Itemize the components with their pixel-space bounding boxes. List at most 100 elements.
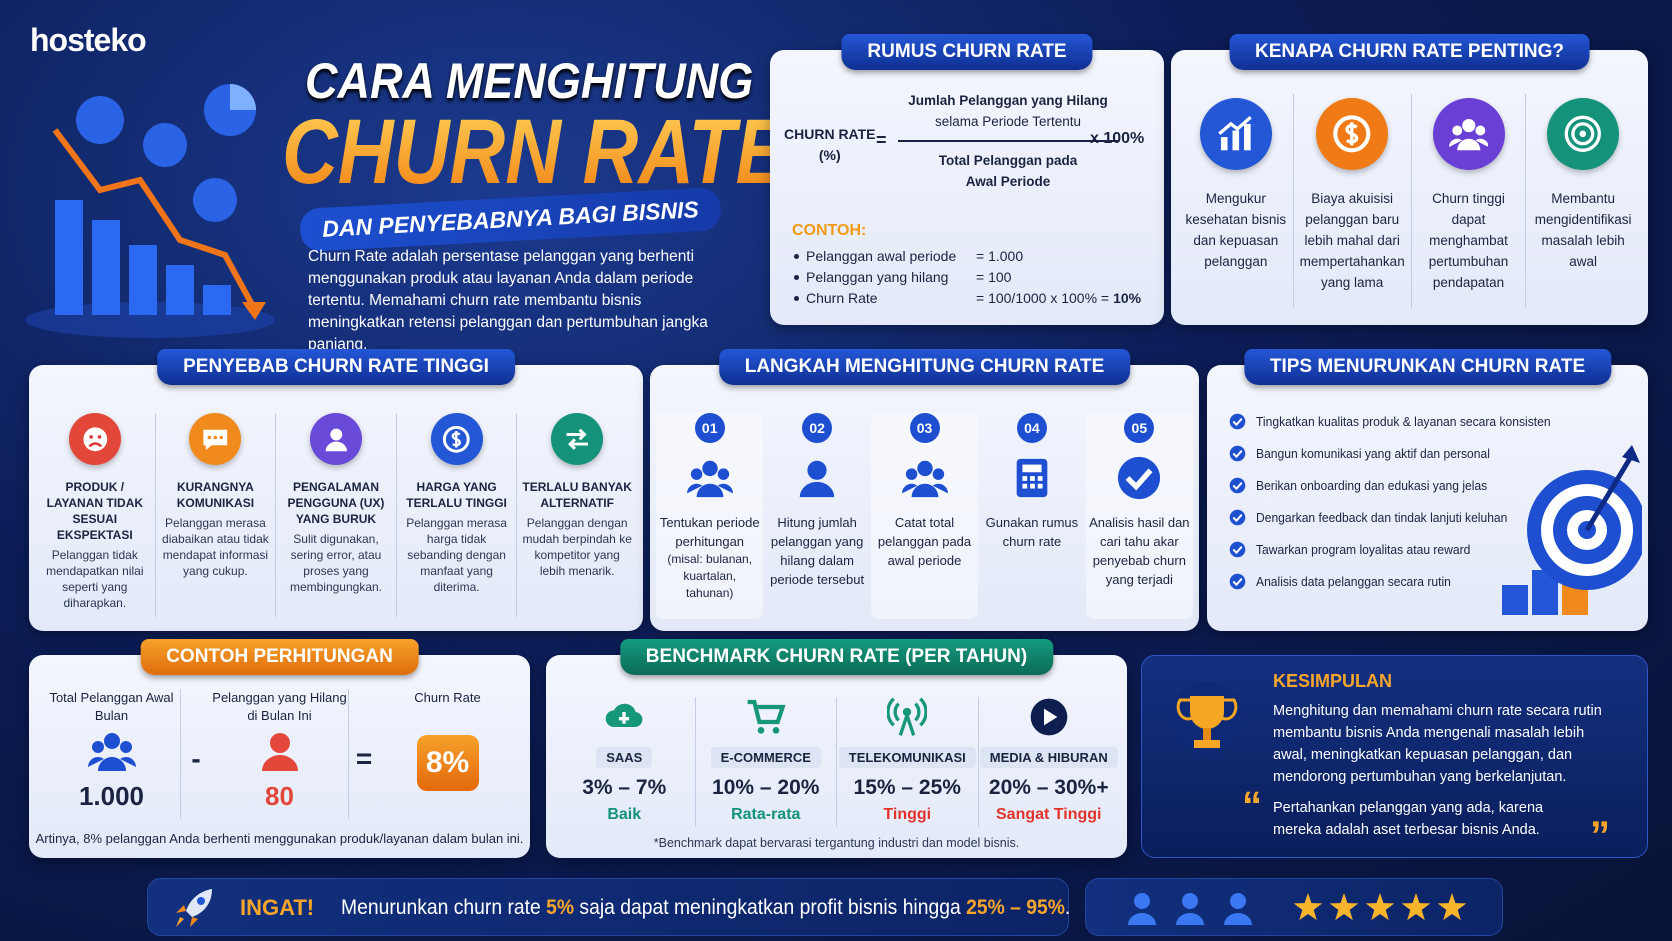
why-card: KENAPA CHURN RATE PENTING? Mengukur kese… bbox=[1171, 34, 1648, 325]
calc-column: Churn Rate 8% bbox=[379, 689, 516, 819]
icon bbox=[68, 413, 121, 465]
section-heading: KENAPA CHURN RATE PENTING? bbox=[1229, 34, 1590, 70]
bullet-dot bbox=[794, 254, 799, 259]
section-heading: BENCHMARK CHURN RATE (PER TAHUN) bbox=[619, 639, 1054, 675]
icon-glyph bbox=[1333, 115, 1371, 153]
check-icon bbox=[1229, 413, 1246, 429]
conclusion-quote: Pertahankan pelanggan yang ada, karena m… bbox=[1273, 800, 1544, 838]
rating-icons bbox=[1128, 893, 1467, 925]
icon bbox=[430, 413, 483, 465]
check-icon bbox=[1229, 573, 1246, 589]
example-card: CONTOH PERHITUNGAN Total Pelanggan Awal … bbox=[29, 639, 530, 858]
causes-card: PENYEBAB CHURN RATE TINGGI PRODUK / LAYA… bbox=[29, 349, 643, 631]
benchmark-item: SAAS 3% – 7% Baik bbox=[554, 697, 695, 827]
step-icon bbox=[794, 455, 840, 503]
reminder-part: . bbox=[1064, 896, 1071, 919]
benchmark-range: 3% – 7% bbox=[582, 776, 667, 799]
steps-list: 01 Tentukan periode perhitungan (misal: bu… bbox=[656, 413, 1194, 619]
icon-glyph bbox=[566, 428, 588, 450]
tip-text: Bangun komunikasi yang aktif dan persona… bbox=[1256, 445, 1490, 461]
calc-operator: = bbox=[355, 743, 373, 774]
check-icon bbox=[1229, 445, 1246, 461]
benchmark-item: MEDIA & HIBURAN 20% – 30%+ Sangat Tinggi bbox=[977, 697, 1120, 827]
benchmark-name: MEDIA & HIBURAN bbox=[979, 747, 1118, 768]
numerator: Jumlah Pelanggan yang Hilang bbox=[908, 93, 1108, 108]
star bbox=[1437, 893, 1467, 921]
cause-item: HARGA YANG TERLALU TINGGI Pelanggan meras… bbox=[395, 413, 517, 617]
section-heading: RUMUS CHURN RATE bbox=[841, 34, 1093, 70]
step-number: 05 bbox=[1124, 413, 1155, 443]
icon-glyph bbox=[1448, 119, 1489, 151]
reminder-label: INGAT! bbox=[240, 895, 315, 920]
calc-column: Pelanggan yang Hilang di Bulan Ini 80 bbox=[211, 689, 349, 819]
cause-text: Pelanggan dengan mudah berpindah ke komp… bbox=[522, 516, 632, 578]
formula-fraction: Jumlah Pelanggan yang Hilang selama Peri… bbox=[898, 90, 1118, 192]
step-text: Tentukan periode perhitungan bbox=[659, 515, 760, 549]
step-item: 01 Tentukan periode perhitungan (misal: bu… bbox=[656, 413, 764, 619]
target-illustration bbox=[1502, 445, 1642, 615]
formula-unit: (%) bbox=[818, 147, 841, 163]
example-label: Pelanggan yang hilang bbox=[806, 269, 949, 285]
example-result: 10% bbox=[1113, 290, 1142, 306]
calc-value: 80 bbox=[265, 781, 294, 811]
why-text: Biaya akuisisi pelanggan baru lebih maha… bbox=[1299, 191, 1405, 290]
benchmark-icon bbox=[605, 703, 643, 728]
example-value: = 100 bbox=[976, 269, 1012, 285]
tip-item: Berikan onboarding dan edukasi yang jela… bbox=[1229, 469, 1529, 501]
section-heading: CONTOH PERHITUNGAN bbox=[140, 639, 419, 675]
steps-card: LANGKAH MENGHITUNG CHURN RATE 01 Tentukan… bbox=[650, 349, 1199, 631]
tip-text: Dengarkan feedback dan tindak lanjuti ke… bbox=[1256, 509, 1508, 525]
example-row: Pelanggan yang hilang = 100 bbox=[792, 267, 1152, 288]
calc-icon bbox=[87, 733, 136, 771]
icon-glyph bbox=[203, 429, 228, 450]
star bbox=[1293, 893, 1323, 921]
calc-row: Total Pelanggan Awal Bulan 1.000 - Pelangga… bbox=[43, 689, 516, 819]
step-item: 03 Catat total pelanggan pada awal period… bbox=[870, 413, 979, 619]
check-icon bbox=[1229, 509, 1246, 525]
icon-glyph bbox=[1218, 116, 1252, 151]
title-line1: CARA MENGHITUNG bbox=[305, 53, 754, 109]
check-icon bbox=[1229, 477, 1246, 493]
benchmark-rating: Baik bbox=[607, 806, 642, 823]
benchmark-range: 20% – 30%+ bbox=[988, 776, 1109, 799]
step-number: 03 bbox=[909, 413, 940, 443]
denominator: Total Pelanggan pada bbox=[938, 153, 1078, 168]
trophy-icon bbox=[1171, 682, 1243, 754]
step-item: 02 Hitung jumlah pelanggan yang hilang da… bbox=[763, 413, 870, 619]
step-text: Catat total pelanggan pada awal periode bbox=[877, 515, 972, 568]
calc-result: 8% bbox=[416, 735, 479, 791]
tip-item: Tingkatkan kualitas produk & layanan sec… bbox=[1229, 405, 1551, 437]
example-row: Pelanggan awal periode = 1.000 bbox=[792, 246, 1152, 267]
cause-title: TERLALU BANYAK ALTERNATIF bbox=[522, 480, 632, 510]
icon-glyph bbox=[1016, 458, 1048, 498]
step-icon bbox=[901, 455, 948, 503]
tip-item: Analisis data pelanggan secara rutin bbox=[1229, 565, 1529, 597]
section-heading: TIPS MENURUNKAN CHURN RATE bbox=[1243, 349, 1612, 385]
icon bbox=[1432, 98, 1505, 170]
reminder-part: 25% – 95% bbox=[966, 896, 1065, 919]
formula-equals: = bbox=[876, 130, 887, 150]
icon-glyph bbox=[325, 428, 347, 451]
benchmark-name: SAAS bbox=[596, 747, 653, 768]
tip-item: Tawarkan program loyalitas atau reward bbox=[1229, 533, 1529, 565]
why-text: Mengukur kesehatan bisnis dan kepuasan p… bbox=[1185, 191, 1287, 269]
calc-icon bbox=[261, 733, 298, 771]
benchmark-rating: Rata-rata bbox=[731, 806, 801, 823]
example-row: Churn Rate = 100/1000 x 100% = 10% bbox=[792, 288, 1152, 309]
benchmark-name: E-COMMERCE bbox=[710, 747, 821, 768]
tip-item: Dengarkan feedback dan tindak lanjuti ke… bbox=[1229, 501, 1529, 533]
conclusion-card: KESIMPULAN Menghitung dan memahami churn… bbox=[1141, 655, 1648, 858]
why-item: Membantu mengidentifikasi masalah lebih … bbox=[1525, 94, 1640, 309]
causes-list: PRODUK / LAYANAN TIDAK SESUAI EKSPEKTASI… bbox=[35, 413, 637, 617]
cause-text: Pelanggan tidak mendapatkan nilai sepert… bbox=[46, 548, 144, 610]
denominator: Awal Periode bbox=[965, 174, 1051, 189]
icon-glyph bbox=[1118, 456, 1161, 500]
benchmark-icon bbox=[1030, 698, 1068, 736]
cause-item: TERLALU BANYAK ALTERNATIF Pelanggan denga… bbox=[516, 413, 637, 617]
benchmark-range: 10% – 20% bbox=[712, 776, 820, 799]
bullet bbox=[792, 267, 806, 288]
bullet-dot bbox=[794, 296, 799, 301]
cause-title: PRODUK / LAYANAN TIDAK SESUAI EKSPEKTASI bbox=[46, 480, 144, 542]
close-quote: ” bbox=[1590, 814, 1610, 858]
